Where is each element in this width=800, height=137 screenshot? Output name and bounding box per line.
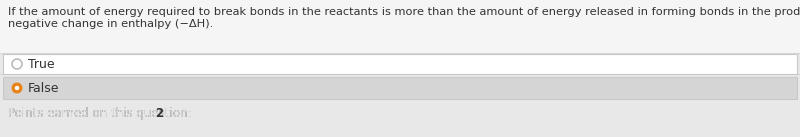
Text: 2: 2 bbox=[155, 107, 163, 120]
Circle shape bbox=[12, 59, 22, 69]
Text: If the amount of energy required to break bonds in the reactants is more than th: If the amount of energy required to brea… bbox=[8, 7, 800, 17]
Circle shape bbox=[11, 82, 22, 93]
Text: True: True bbox=[28, 58, 54, 71]
FancyBboxPatch shape bbox=[3, 54, 797, 74]
FancyBboxPatch shape bbox=[3, 77, 797, 99]
Circle shape bbox=[15, 86, 19, 90]
Text: Points earned on this question: 2: Points earned on this question: 2 bbox=[8, 107, 202, 120]
FancyBboxPatch shape bbox=[0, 0, 800, 54]
Text: False: False bbox=[28, 82, 59, 95]
Text: Points earned on this question:: Points earned on this question: bbox=[8, 107, 195, 120]
Text: negative change in enthalpy (−ΔH).: negative change in enthalpy (−ΔH). bbox=[8, 19, 214, 29]
